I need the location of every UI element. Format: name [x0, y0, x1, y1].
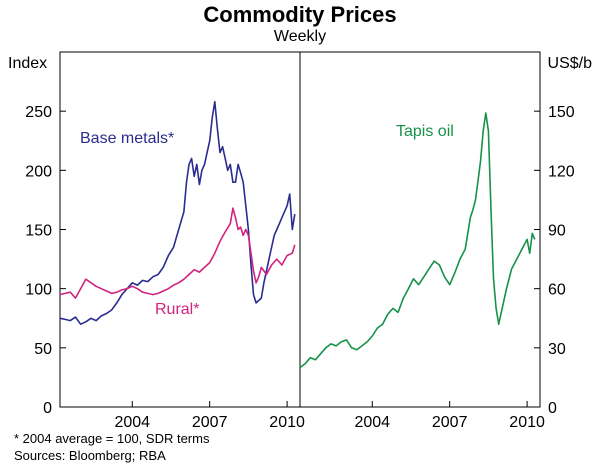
chart-subtitle: Weekly [273, 28, 327, 45]
y-tick-label-left: 250 [25, 104, 52, 121]
footnote-definition: * 2004 average = 100, SDR terms [14, 431, 210, 446]
series-label-rural: Rural* [155, 301, 199, 318]
x-tick-label-left: 2007 [192, 414, 228, 431]
chart-title: Commodity Prices [203, 2, 397, 27]
x-tick-label-right: 2004 [354, 414, 390, 431]
series-label-tapis-oil: Tapis oil [396, 123, 454, 140]
y-tick-label-right: 120 [548, 163, 575, 180]
x-tick-label-right: 2007 [432, 414, 468, 431]
series-line-rural [59, 207, 296, 299]
series-line-tapis-oil [299, 112, 536, 369]
y-tick-label-left: 50 [34, 341, 52, 358]
y-tick-label-right: 60 [548, 282, 566, 299]
y-tick-label-right: 150 [548, 104, 575, 121]
x-tick-label-left: 2010 [269, 414, 305, 431]
footnote-sources: Sources: Bloomberg; RBA [14, 448, 166, 463]
y-tick-label-right: 0 [548, 400, 557, 417]
series-label-base-metals: Base metals* [80, 130, 174, 147]
x-tick-label-left: 2004 [114, 414, 150, 431]
y-axis-label-left: Index [8, 55, 47, 72]
y-tick-label-right: 90 [548, 223, 566, 240]
y-tick-label-left: 0 [43, 400, 52, 417]
y-tick-label-left: 200 [25, 163, 52, 180]
y-tick-label-right: 30 [548, 341, 566, 358]
x-tick-label-right: 2010 [509, 414, 545, 431]
y-tick-label-left: 150 [25, 223, 52, 240]
y-tick-label-left: 100 [25, 282, 52, 299]
y-axis-label-right: US$/b [548, 55, 593, 72]
